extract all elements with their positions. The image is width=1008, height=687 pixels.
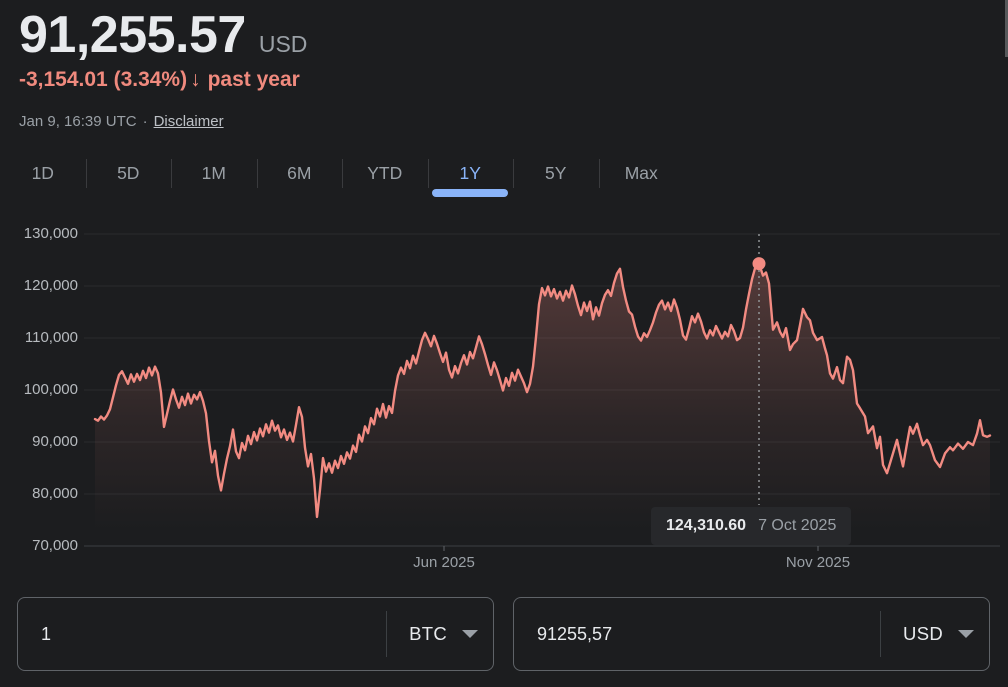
converter-to-currency: USD: [903, 623, 943, 644]
tab-label: 5D: [117, 163, 140, 183]
meta-separator: ·: [142, 112, 148, 130]
converter-to-input[interactable]: [514, 598, 881, 670]
price-row: 91,255.57 USD: [19, 8, 307, 63]
arrow-down-icon: ↓: [190, 67, 201, 91]
tab-1m[interactable]: 1M: [171, 150, 257, 197]
converter-from-currency-select[interactable]: BTC: [387, 598, 493, 670]
active-tab-indicator: [432, 189, 509, 197]
price-change: -3,154.01 (3.34%) ↓ past year: [19, 68, 307, 92]
x-axis-label: Jun 2025: [413, 554, 475, 571]
tab-5y[interactable]: 5Y: [513, 150, 599, 197]
tab-label: 6M: [287, 163, 312, 183]
y-axis-label: 100,000: [23, 381, 78, 398]
chart-tooltip: 124,310.60 7 Oct 2025: [651, 507, 852, 545]
quote-timestamp: Jan 9, 16:39 UTC: [19, 112, 137, 130]
change-amount: -3,154.01 (3.34%): [19, 67, 188, 91]
price-header: 91,255.57 USD -3,154.01 (3.34%) ↓ past y…: [19, 8, 307, 130]
price-chart[interactable]: 130,000 120,000 110,000 100,000 90,000 80,000…: [0, 220, 1008, 585]
y-axis-label: 120,000: [23, 277, 78, 294]
tab-label: YTD: [367, 163, 403, 183]
converter-from-box: BTC: [17, 597, 494, 671]
converter-divider: [386, 611, 388, 657]
tab-label: 1D: [31, 163, 54, 183]
change-period: past year: [207, 67, 300, 91]
time-range-tabs: 1D 5D 1M 6M YTD 1Y 5Y Max: [0, 150, 684, 197]
converter-to-currency-select[interactable]: USD: [881, 598, 989, 670]
price-currency-label: USD: [258, 31, 308, 57]
y-axis-label: 90,000: [32, 433, 78, 450]
tab-6m[interactable]: 6M: [256, 150, 343, 197]
scrollbar-thumb[interactable]: [1005, 0, 1008, 57]
tab-label: 5Y: [545, 163, 567, 183]
tab-label: Max: [624, 163, 658, 183]
converter-to-box: USD: [513, 597, 990, 671]
y-axis-label: 110,000: [24, 329, 78, 346]
converter-divider: [880, 611, 882, 657]
chevron-down-icon: [462, 630, 478, 638]
tab-ytd[interactable]: YTD: [342, 150, 428, 197]
converter-from-input[interactable]: [18, 598, 387, 670]
tab-5d[interactable]: 5D: [85, 150, 172, 197]
tab-max[interactable]: Max: [598, 150, 685, 197]
y-axis-label: 130,000: [23, 225, 78, 242]
tab-label: 1Y: [459, 163, 481, 183]
y-axis-label: 80,000: [32, 485, 78, 502]
disclaimer-link[interactable]: Disclaimer: [153, 112, 224, 130]
tab-1d[interactable]: 1D: [0, 150, 86, 197]
tab-1y[interactable]: 1Y: [427, 150, 514, 197]
tab-label: 1M: [201, 163, 226, 183]
converter-from-currency: BTC: [409, 623, 447, 644]
tooltip-price: 124,310.60: [666, 517, 747, 534]
quote-meta: Jan 9, 16:39 UTC · Disclaimer: [19, 113, 307, 130]
chart-canvas[interactable]: [0, 220, 1008, 585]
tooltip-date: 7 Oct 2025: [758, 517, 837, 534]
chevron-down-icon: [958, 630, 974, 638]
current-price: 91,255.57: [19, 6, 246, 64]
x-axis-label: Nov 2025: [785, 554, 851, 571]
y-axis-label: 70,000: [32, 537, 78, 554]
